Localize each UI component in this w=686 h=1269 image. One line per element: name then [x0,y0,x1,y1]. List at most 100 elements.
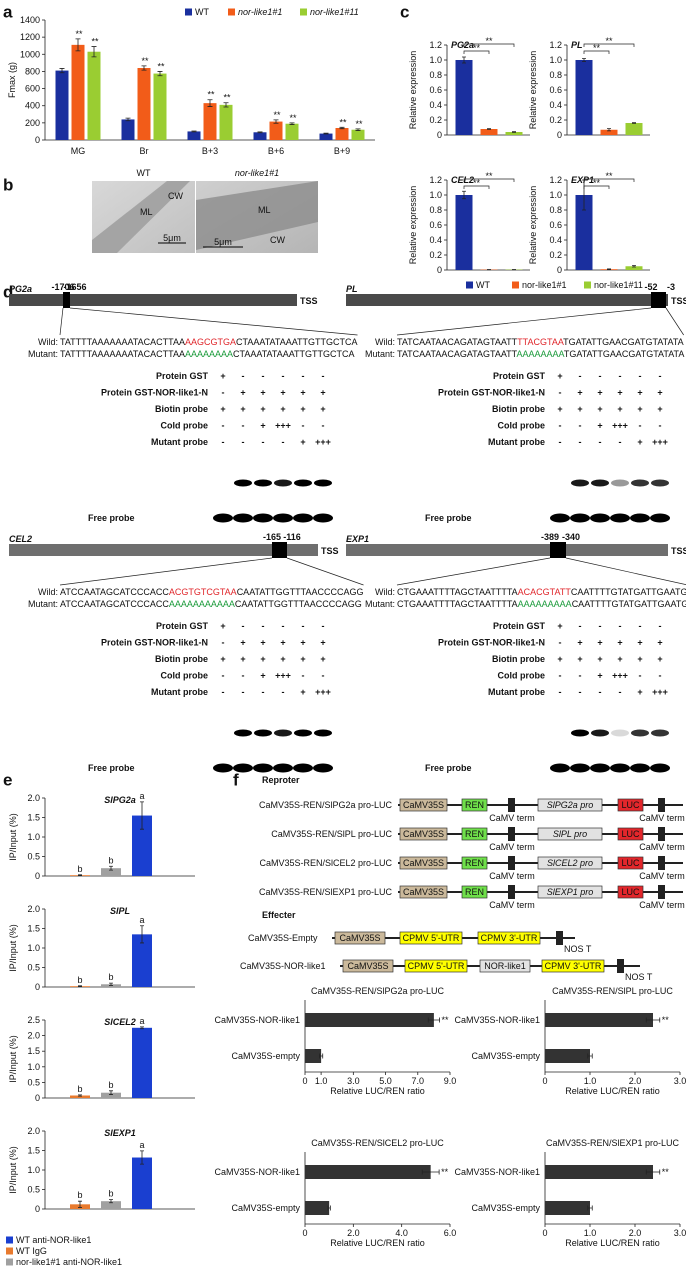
lane-sign: - [302,371,305,381]
lane-sign: - [579,671,582,681]
lane-sign: + [260,421,265,431]
legend-swatch [512,281,519,289]
free-probe-label: Free probe [425,763,472,773]
part-label: SlPG2a pro [547,800,594,810]
bar [305,1201,330,1215]
row-label: Protein GST-NOR-like1-N [438,388,545,398]
x-tick-label: 1.0 [584,1076,597,1086]
construct-part [477,931,541,945]
error-bar [223,102,229,108]
lane-sign: - [619,621,622,631]
construct-part [537,885,603,899]
tss-label: TSS [671,546,686,556]
lane-sign: - [579,371,582,381]
construct-part [461,885,488,899]
construct-part [537,798,603,812]
lane-sign: + [300,404,305,414]
sequence-part: AAGCGTGA [185,337,236,347]
significance-bracket [583,185,610,189]
zoom-lines [59,557,364,586]
part-label: CaMV35S [339,933,380,943]
lane-sign: - [322,421,325,431]
ml-label: ML [258,205,271,215]
x-tick-label: 9.0 [444,1076,457,1086]
lane-sign: + [597,671,602,681]
terminator-label: CaMV term [639,900,685,910]
bar [305,1049,322,1063]
binding-site [272,542,287,558]
shifted-band [571,479,589,487]
part-label: LUC [621,858,640,868]
wild-label: Wild: [375,587,395,597]
construct-part [617,885,644,899]
position-label: -1656 [63,282,86,292]
lane-sign: + [280,388,285,398]
y-tick-label: 1.5 [27,924,40,934]
error-bar [91,46,97,58]
lane-sign: + [220,654,225,664]
bar [70,1095,90,1098]
panel-title: SlPL [110,906,130,916]
y-tick-label: 1000 [20,49,40,59]
lane-sign: + [637,404,642,414]
shifted-band [611,729,629,737]
lane-sign: + [240,638,245,648]
part-label: NOR-like1 [484,961,526,971]
y-tick-label: 1.5 [27,1146,40,1156]
lane-sign: +++ [652,687,668,697]
error-bar [207,99,213,107]
free-band [650,763,670,773]
lane-sign: - [242,437,245,447]
error-bar [462,56,466,64]
lane-sign: + [300,437,305,447]
y-tick-label: 2.0 [27,1031,40,1041]
y-tick-label: 0 [437,265,442,275]
bar [305,1165,431,1179]
legend-label: nor-like1#1 anti-NOR-like1 [16,1257,122,1267]
cw-label: CW [168,191,183,201]
terminator [658,798,665,812]
sequence-part: CTAAATATAAATTGTTGCTCA [233,349,355,359]
construct-part [404,959,468,973]
part-label: CaMV35S [403,800,444,810]
row-label: Protein GST-NOR-like1-N [101,388,208,398]
bar [55,70,69,140]
error-bar [587,1053,593,1059]
mutant-sequence: TATCAATAACAGATAGTAATTAAAAAAAATGATATTGAAC… [397,349,684,359]
significance-letter: a [139,791,144,801]
lane-sign: + [320,388,325,398]
construct-part [461,856,488,870]
lane-sign: + [557,621,562,631]
lane-sign: - [322,371,325,381]
panel-title: CaMV35S-REN/SlPL pro-LUC [552,986,673,996]
row-label: Protein GST [493,621,546,631]
image-title: nor-like1#1 [235,168,279,178]
scale-label: 5μm [163,233,181,243]
lane-sign: + [557,404,562,414]
sequence-part: ACGTGTCGTAA [169,587,237,597]
lane-sign: +++ [275,671,291,681]
part-label: LUC [621,800,640,810]
y-tick-label: 1.0 [27,832,40,842]
y-tick-label: 1.0 [429,190,442,200]
significance: ** [441,1167,449,1177]
lane-sign: - [222,437,225,447]
significance: ** [593,43,601,53]
significance: ** [662,1015,670,1025]
y-tick-label: 0.5 [27,1077,40,1087]
bar [121,119,135,140]
free-band [273,513,293,523]
row-label: Biotin probe [492,404,545,414]
significance-letter: b [108,855,113,865]
bar [575,60,593,135]
significance-letter: a [139,1016,144,1026]
shifted-band [591,479,609,487]
x-tick-label: 2.0 [629,1076,642,1086]
y-tick-label: 1.0 [27,943,40,953]
construct-label: CaMV35S-REN/SlPL pro-LUC [271,829,392,839]
free-band [610,763,630,773]
lane-sign: - [222,388,225,398]
promoter-bar [346,544,668,556]
construct-label: CaMV35S-Empty [248,933,318,943]
shifted-band [314,729,332,737]
